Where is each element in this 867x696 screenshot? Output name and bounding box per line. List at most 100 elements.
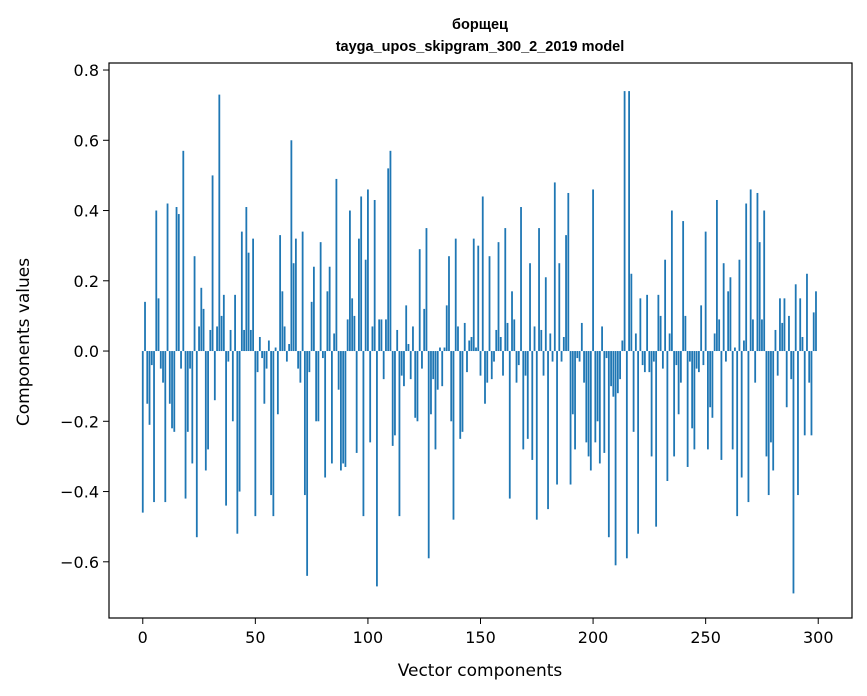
bar-167	[517, 351, 520, 366]
bar-152	[484, 351, 486, 404]
bar-231	[661, 351, 664, 369]
bar-180	[547, 351, 549, 510]
bar-199	[589, 351, 592, 471]
bar-16	[177, 214, 180, 352]
bar-281	[774, 329, 777, 352]
bar-7	[157, 298, 160, 352]
bar-72	[303, 351, 306, 496]
bar-39	[229, 329, 232, 352]
bar-202	[596, 351, 599, 422]
bar-247	[698, 351, 700, 373]
bar-188	[565, 235, 567, 352]
bar-55	[265, 351, 268, 369]
x-axis-label: Vector components	[398, 661, 563, 681]
bar-140	[457, 326, 459, 352]
bar-206	[605, 351, 608, 359]
bar-141	[459, 351, 462, 439]
x-tick-label: 0	[138, 628, 148, 647]
bar-115	[400, 351, 403, 376]
bar-161	[504, 228, 507, 352]
bar-289	[792, 351, 795, 594]
plot-frame	[108, 62, 853, 619]
bar-222	[641, 351, 644, 366]
bar-175	[535, 351, 538, 520]
bar-149	[477, 245, 480, 352]
bar-296	[808, 351, 811, 383]
bar-294	[803, 351, 806, 436]
bar-257	[720, 351, 723, 460]
bar-243	[688, 351, 691, 362]
x-tick-label: 50	[245, 628, 265, 647]
bar-15	[175, 207, 178, 352]
bar-103	[373, 199, 376, 352]
bar-196	[583, 351, 585, 383]
bar-277	[765, 351, 768, 457]
y-tick-label: −0.6	[60, 553, 99, 572]
y-tick-label: 0.0	[74, 342, 99, 361]
bar-259	[725, 351, 727, 362]
bar-186	[560, 351, 563, 362]
y-axis-ticks: −0.6 −0.4 −0.2 0.0 0.2 0.4 0.6 0.8	[60, 61, 109, 572]
bar-286	[785, 351, 788, 408]
bar-129	[432, 351, 435, 380]
bar-214	[623, 91, 626, 352]
bar-84	[331, 351, 333, 464]
bar-185	[558, 263, 561, 352]
x-tick-label: 100	[353, 628, 384, 647]
bar-71	[301, 231, 304, 352]
bar-273	[756, 192, 759, 352]
bar-189	[567, 192, 570, 352]
bar-58	[272, 351, 275, 517]
bar-27	[202, 308, 205, 352]
bar-164	[511, 291, 513, 352]
y-tick-label: −0.4	[60, 483, 99, 502]
bar-246	[695, 351, 698, 369]
bar-81	[324, 351, 327, 478]
bar-268	[745, 203, 748, 352]
bar-224	[646, 294, 649, 352]
bar-79	[319, 242, 322, 352]
bar-225	[648, 351, 651, 373]
bar-59	[274, 347, 277, 352]
bar-123	[418, 249, 421, 352]
bar-23	[193, 256, 196, 352]
bar-134	[443, 347, 446, 352]
bar-108	[385, 319, 387, 352]
bar-182	[551, 351, 554, 362]
bar-60	[276, 351, 279, 415]
bar-194	[578, 351, 581, 362]
bar-36	[222, 294, 225, 352]
bar-17	[180, 351, 182, 369]
bar-33	[216, 326, 218, 352]
bar-184	[556, 351, 558, 485]
bar-198	[587, 351, 590, 457]
bar-216	[628, 91, 630, 352]
bar-166	[515, 351, 518, 383]
bar-220	[637, 351, 640, 534]
bar-104	[376, 351, 378, 587]
bar-171	[526, 351, 529, 439]
bar-69	[297, 351, 300, 369]
bar-238	[677, 351, 680, 415]
bar-256	[718, 319, 721, 352]
bar-190	[569, 351, 572, 485]
bar-147	[472, 238, 475, 352]
bar-139	[454, 238, 457, 352]
bar-132	[439, 347, 441, 352]
bar-128	[430, 351, 432, 415]
bar-200	[592, 189, 594, 352]
bar-82	[326, 291, 329, 352]
bar-74	[308, 351, 311, 373]
bar-38	[227, 351, 230, 362]
bar-280	[772, 351, 775, 471]
bar-3	[148, 351, 151, 425]
bar-249	[702, 351, 705, 366]
bar-142	[461, 351, 464, 432]
bar-127	[427, 351, 430, 559]
bar-31	[211, 175, 214, 352]
bar-155	[490, 351, 493, 380]
bar-35	[220, 315, 223, 352]
bar-266	[740, 351, 743, 478]
bar-56	[267, 340, 270, 352]
bar-239	[679, 351, 682, 383]
